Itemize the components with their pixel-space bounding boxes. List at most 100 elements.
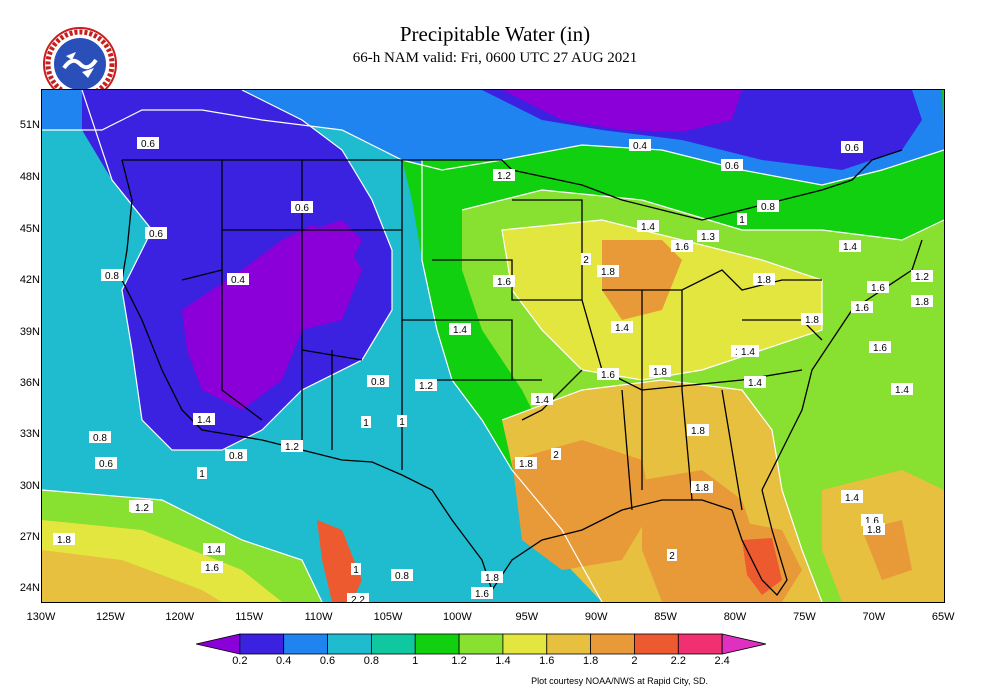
contour-labels: 0.6 0.6 0.6 0.8 0.4 0.4 0.6 0.8 0.6 1 1.2 1.4 1.6 1.3… [53, 137, 933, 602]
svg-text:0.8: 0.8 [761, 202, 775, 213]
contour-value-label: 0.4 [227, 273, 249, 286]
svg-text:1.8: 1.8 [691, 426, 705, 437]
legend-tick-label: 1.2 [451, 655, 467, 667]
svg-text:1.8: 1.8 [915, 297, 929, 308]
contour-value-label: 0.6 [95, 457, 117, 470]
longitude-label: 80W [723, 611, 747, 623]
svg-text:0.4: 0.4 [633, 141, 647, 152]
svg-text:0.8: 0.8 [93, 433, 107, 444]
contour-value-label: 1.4 [637, 220, 659, 233]
svg-text:1.8: 1.8 [805, 315, 819, 326]
color-legend [196, 633, 766, 655]
legend-swatch [283, 633, 328, 655]
svg-text:1.6: 1.6 [205, 563, 219, 574]
contour-value-label: 1.8 [649, 365, 671, 378]
svg-text:1.4: 1.4 [748, 378, 762, 389]
latitude-label: 36N [19, 377, 40, 389]
svg-text:1: 1 [399, 417, 405, 428]
contour-value-label: 1.4 [203, 543, 225, 556]
svg-text:1.8: 1.8 [601, 267, 615, 278]
contour-lines [42, 90, 944, 602]
svg-text:2.2: 2.2 [351, 595, 365, 602]
svg-text:0.6: 0.6 [141, 139, 155, 150]
longitude-label: 95W [515, 611, 539, 623]
contour-value-label: 1.2 [911, 270, 933, 283]
svg-text:1.2: 1.2 [135, 503, 149, 514]
credit-text: Plot courtesy NOAA/NWS at Rapid City, SD… [531, 676, 708, 686]
contour-value-label: 0.6 [291, 201, 313, 214]
contour-value-label: 1.4 [737, 345, 759, 358]
legend-tick-label: 1.8 [582, 655, 599, 667]
svg-text:1.6: 1.6 [601, 370, 615, 381]
contour-value-label: 0.8 [757, 200, 779, 213]
svg-text:1.8: 1.8 [485, 573, 499, 584]
contour-value-label: 1.4 [841, 491, 863, 504]
svg-text:1.4: 1.4 [895, 385, 909, 396]
longitude-label: 130W [26, 611, 56, 623]
contour-value-label: 1.8 [481, 571, 503, 584]
svg-text:1.2: 1.2 [497, 171, 511, 182]
region-florida-red [742, 538, 782, 595]
svg-text:1.4: 1.4 [741, 347, 755, 358]
contour-value-label: 2 [667, 549, 677, 562]
legend-tick-label: 1 [412, 655, 419, 667]
contour-value-label: 0.8 [89, 431, 111, 444]
contour-value-label: 1.8 [687, 424, 709, 437]
contour-value-label: 1 [397, 415, 407, 428]
legend-swatch [458, 633, 504, 655]
svg-text:0.8: 0.8 [395, 571, 409, 582]
nws-logo-icon [43, 27, 117, 101]
svg-text:1.8: 1.8 [57, 535, 71, 546]
contour-value-label: 1.6 [493, 275, 515, 288]
svg-text:2: 2 [583, 255, 589, 266]
svg-text:2: 2 [553, 450, 559, 461]
contour-value-label: 2 [581, 253, 591, 266]
svg-text:1.3: 1.3 [701, 232, 715, 243]
legend-swatch [590, 633, 635, 655]
svg-text:1.6: 1.6 [475, 589, 489, 600]
svg-text:0.8: 0.8 [105, 271, 119, 282]
contour-value-label: 1.6 [671, 240, 693, 253]
legend-swatch [239, 633, 285, 655]
svg-text:1.2: 1.2 [419, 381, 433, 392]
svg-text:0.8: 0.8 [371, 377, 385, 388]
contour-value-label: 1.8 [863, 523, 885, 536]
legend-tick-label: 0.6 [319, 655, 336, 667]
svg-text:1.8: 1.8 [757, 275, 771, 286]
latitude-label: 42N [19, 274, 40, 286]
latitude-label: 24N [19, 582, 40, 594]
legend-tick-label: 1.6 [539, 655, 555, 667]
longitude-label: 75W [793, 611, 816, 623]
legend-tick-label: 2 [631, 655, 638, 667]
svg-text:1.8: 1.8 [653, 367, 667, 378]
contour-value-label: 0.4 [629, 139, 651, 152]
longitude-label: 85W [654, 611, 677, 623]
legend-tick-label: 2.4 [714, 655, 730, 667]
contour-value-label: 0.8 [225, 449, 247, 462]
svg-text:1: 1 [363, 418, 369, 429]
contour-value-label: 1.8 [911, 295, 933, 308]
contour-value-label: 1.6 [867, 281, 889, 294]
contour-value-label: 1.6 [869, 341, 891, 354]
contour-value-label: 1 [197, 467, 207, 480]
political-borders [121, 149, 923, 597]
contour-value-label: 1.8 [753, 273, 775, 286]
svg-text:2: 2 [669, 551, 675, 562]
contour-value-label: 1.6 [201, 561, 223, 574]
svg-text:1.4: 1.4 [845, 493, 859, 504]
svg-text:1: 1 [353, 565, 359, 576]
svg-text:1.4: 1.4 [453, 325, 467, 336]
contour-value-label: 1.4 [839, 240, 861, 253]
latitude-label: 33N [19, 428, 40, 440]
contour-value-label: 0.6 [841, 141, 863, 154]
contour-value-label: 0.6 [721, 159, 743, 172]
contour-value-label: 1.2 [131, 501, 153, 514]
contour-value-label: 1.4 [193, 413, 215, 426]
svg-text:1.4: 1.4 [843, 242, 857, 253]
contour-value-label: 1.8 [597, 265, 619, 278]
latitude-label: 48N [19, 171, 40, 183]
longitude-label: 115W [235, 611, 264, 623]
region-basin-purple [182, 225, 362, 410]
latitude-label: 27N [19, 531, 40, 543]
legend-tick-label: 2.2 [670, 655, 686, 667]
